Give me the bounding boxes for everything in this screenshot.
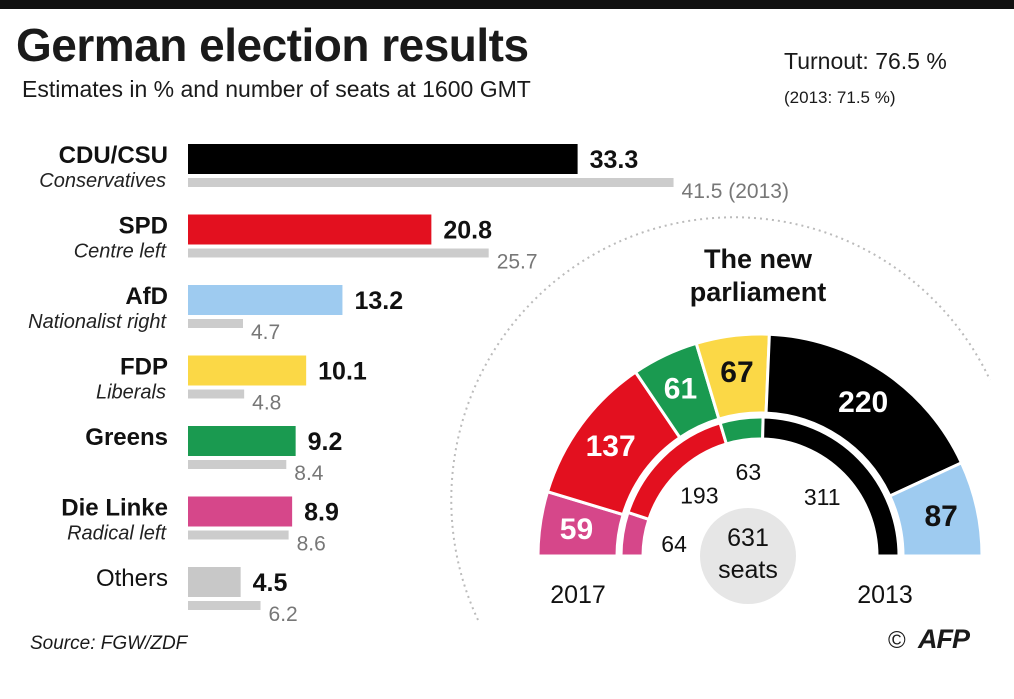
bar-2017-5: [188, 496, 293, 527]
year-label-2017: 2017: [550, 581, 606, 609]
decorative-dotted-arc: [450, 216, 991, 621]
bar-2013-1: [188, 248, 489, 258]
seats-2013-label-0: 64: [661, 531, 687, 557]
seats-2017-label-2: 61: [664, 372, 697, 405]
bar-2013-label-0: 41.5 (2013): [682, 180, 789, 203]
bar-2017-6: [188, 567, 241, 597]
seats-2017-segment-5: [887, 460, 984, 558]
bar-2013-label-6: 6.2: [269, 603, 298, 626]
parliament-title-line-1: The new: [704, 244, 813, 274]
seats-2013-label-3: 311: [804, 484, 841, 510]
bar-2017-label-3: 10.1: [318, 358, 367, 386]
bar-2013-label-2: 4.7: [251, 321, 280, 344]
seats-2017-label-3: 67: [720, 356, 753, 389]
total-seats-number: 631: [727, 524, 769, 552]
party-description-1: Centre left: [74, 241, 168, 263]
bar-2013-6: [188, 601, 261, 610]
seats-2013-label-2: 63: [736, 459, 762, 485]
party-name-3: FDP: [120, 354, 168, 381]
copyright-symbol: ©: [888, 627, 906, 654]
bar-2017-1: [188, 214, 432, 245]
party-name-0: CDU/CSU: [59, 142, 168, 169]
bar-2013-4: [188, 460, 287, 469]
seats-2013-segment-2: [718, 415, 765, 446]
bar-2017-label-5: 8.9: [304, 499, 339, 527]
top-rule: [0, 0, 1014, 9]
party-description-3: Liberals: [96, 382, 166, 404]
total-seats-unit: seats: [718, 556, 778, 584]
party-name-2: AfD: [125, 283, 168, 310]
chart-title: German election results: [16, 19, 529, 71]
party-name-6: Others: [96, 565, 168, 592]
bar-2013-2: [188, 319, 243, 328]
total-seats-circle: [700, 508, 796, 604]
party-description-0: Conservatives: [39, 170, 166, 192]
bar-2013-3: [188, 389, 245, 399]
bar-2013-label-5: 8.6: [297, 533, 326, 556]
bar-2013-0: [188, 178, 674, 187]
seats-2017-label-4: 220: [838, 386, 888, 419]
seats-2017-label-5: 87: [924, 500, 957, 533]
party-description-5: Radical left: [67, 523, 167, 545]
bar-2017-label-2: 13.2: [354, 287, 403, 315]
parliament-chart: 59 137 61 67 220 87 64 193 63 311 631 seats 2017 2013…: [535, 244, 985, 609]
party-description-2: Nationalist right: [28, 311, 167, 333]
bar-2017-3: [188, 355, 307, 386]
source-note: Source: FGW/ZDF: [30, 633, 188, 654]
bar-2017-0: [188, 144, 578, 174]
bar-2013-label-3: 4.8: [252, 392, 281, 415]
bar-2013-label-4: 8.4: [294, 462, 324, 485]
bar-2017-2: [188, 285, 343, 315]
party-name-4: Greens: [85, 424, 168, 451]
afp-logo: AFP: [918, 624, 970, 654]
year-label-2013: 2013: [857, 581, 913, 609]
seats-2013-segment-3: [761, 415, 901, 558]
bar-2017-label-0: 33.3: [590, 146, 639, 174]
turnout-label: Turnout: 76.5 %: [784, 48, 947, 74]
turnout-2013-label: (2013: 71.5 %): [784, 88, 896, 107]
party-name-5: Die Linke: [61, 495, 168, 522]
bar-2017-label-4: 9.2: [308, 428, 343, 456]
bar-2017-4: [188, 426, 296, 456]
bar-2013-label-1: 25.7: [497, 251, 538, 274]
chart-subtitle: Estimates in % and number of seats at 16…: [22, 76, 531, 102]
bar-2017-label-1: 20.8: [443, 217, 492, 245]
party-name-1: SPD: [119, 213, 168, 240]
seats-2013-label-1: 193: [680, 483, 718, 509]
seats-2017-label-0: 59: [560, 513, 593, 546]
bar-2017-label-6: 4.5: [253, 569, 288, 597]
bar-2013-5: [188, 530, 289, 540]
seats-2017-label-1: 137: [586, 430, 636, 463]
parliament-title-line-2: parliament: [690, 277, 827, 307]
